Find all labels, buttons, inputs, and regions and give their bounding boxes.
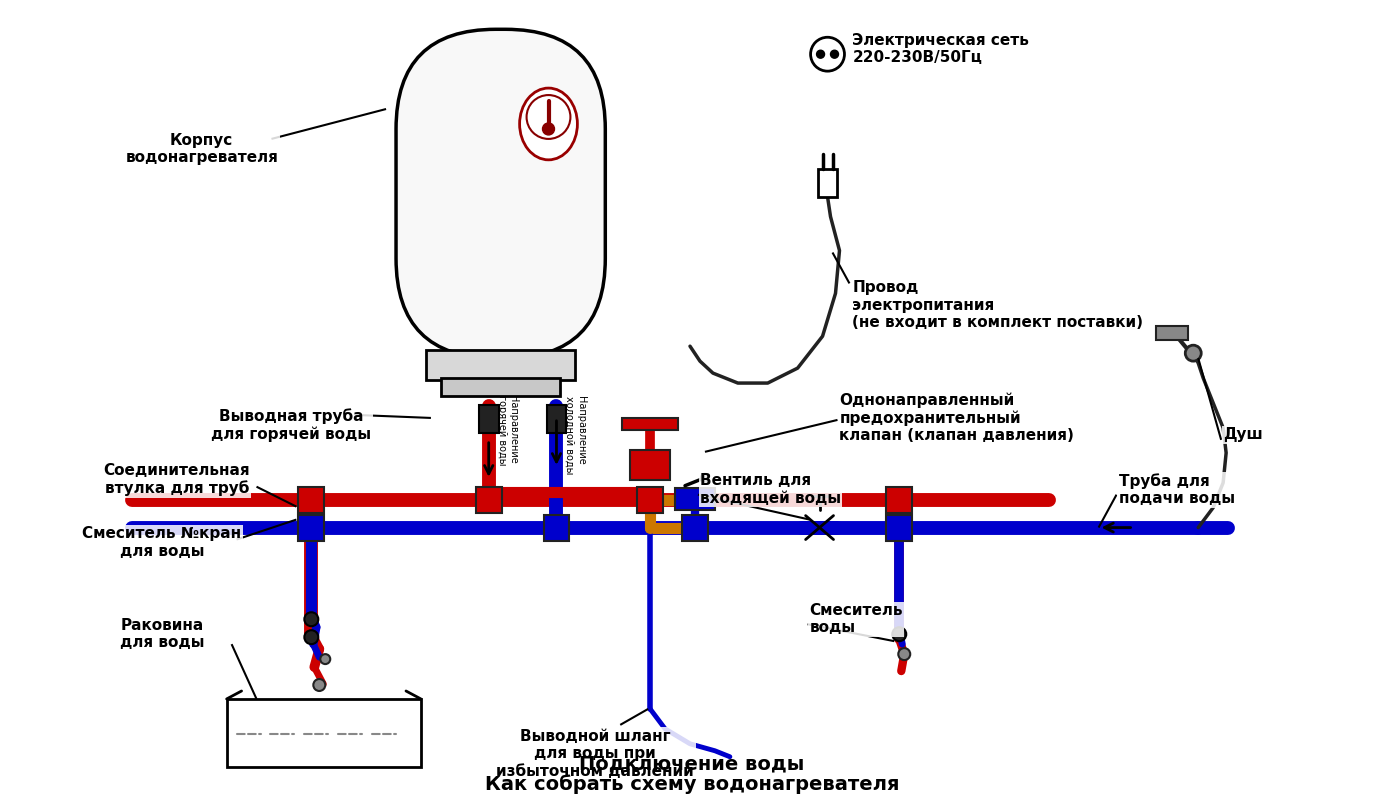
- Polygon shape: [677, 493, 695, 508]
- Bar: [675, 488, 716, 510]
- Ellipse shape: [519, 88, 577, 160]
- Bar: [886, 514, 912, 541]
- Circle shape: [898, 648, 911, 660]
- Bar: [476, 486, 501, 513]
- Bar: [818, 169, 837, 197]
- Text: Труба для
подачи воды: Труба для подачи воды: [1118, 473, 1235, 506]
- Bar: [682, 514, 709, 541]
- FancyBboxPatch shape: [396, 30, 605, 358]
- Bar: [441, 378, 561, 396]
- Circle shape: [817, 50, 825, 58]
- Bar: [1157, 326, 1189, 340]
- Text: Смеситель
воды: Смеситель воды: [810, 603, 904, 635]
- Bar: [630, 450, 670, 480]
- Text: Однонаправленный
предохранительный
клапан (клапан давления): Однонаправленный предохранительный клапа…: [840, 393, 1074, 443]
- Bar: [637, 486, 663, 513]
- Bar: [544, 514, 569, 541]
- Circle shape: [526, 95, 570, 139]
- Bar: [426, 350, 576, 380]
- Circle shape: [543, 123, 555, 135]
- Circle shape: [320, 654, 331, 664]
- Polygon shape: [632, 455, 650, 478]
- Bar: [227, 699, 421, 766]
- Circle shape: [893, 627, 907, 641]
- Bar: [623, 418, 678, 430]
- Text: Подключение воды: Подключение воды: [580, 754, 804, 774]
- Text: Выводной шланг
для воды при
избыточном давлении: Выводной шланг для воды при избыточном д…: [497, 729, 695, 778]
- Text: Направление
холодной воды: Направление холодной воды: [565, 396, 585, 474]
- Circle shape: [700, 474, 709, 482]
- Polygon shape: [695, 493, 713, 508]
- Circle shape: [313, 679, 325, 691]
- Text: Электрическая сеть
220-230В/50Гц: Электрическая сеть 220-230В/50Гц: [853, 33, 1030, 66]
- Text: Вентиль для
входящей воды: Вентиль для входящей воды: [700, 474, 841, 506]
- Polygon shape: [650, 455, 668, 478]
- Circle shape: [811, 38, 844, 71]
- Text: Душ: Душ: [1223, 427, 1262, 442]
- Text: Соединительная
втулка для труб: Соединительная втулка для труб: [104, 463, 251, 496]
- Circle shape: [304, 630, 318, 644]
- Text: Провод
электропитания
(не входит в комплект поставки): Провод электропитания (не входит в компл…: [853, 281, 1143, 330]
- Text: Раковина
для воды: Раковина для воды: [119, 618, 203, 650]
- Text: Направление
горячей воды: Направление горячей воды: [497, 394, 518, 465]
- Bar: [479, 405, 498, 433]
- Bar: [886, 486, 912, 513]
- Bar: [299, 486, 324, 513]
- Circle shape: [1185, 345, 1201, 361]
- Bar: [299, 514, 324, 541]
- Circle shape: [830, 50, 839, 58]
- Text: Выводная труба
для горячей воды: Выводная труба для горячей воды: [212, 408, 371, 442]
- Circle shape: [304, 612, 318, 626]
- Text: Смеситель №кран
для воды: Смеситель №кран для воды: [82, 526, 241, 558]
- Text: Как собрать схему водонагревателя: Как собрать схему водонагревателя: [484, 774, 900, 794]
- Bar: [547, 405, 566, 433]
- Text: Корпус
водонагревателя: Корпус водонагревателя: [126, 133, 278, 165]
